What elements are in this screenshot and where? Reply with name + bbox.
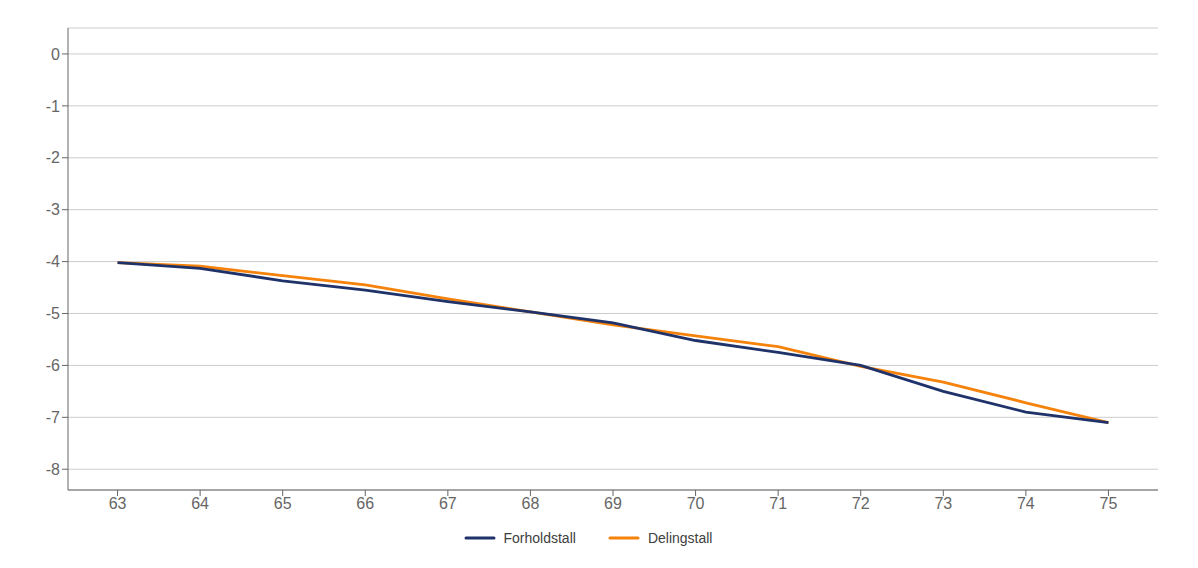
svg-text:73: 73 (934, 495, 952, 512)
svg-text:65: 65 (274, 495, 292, 512)
svg-text:74: 74 (1017, 495, 1035, 512)
svg-text:70: 70 (687, 495, 705, 512)
svg-text:68: 68 (522, 495, 540, 512)
svg-text:-2: -2 (46, 149, 60, 166)
svg-text:-1: -1 (46, 98, 60, 115)
svg-text:-6: -6 (46, 357, 60, 374)
svg-text:-5: -5 (46, 305, 60, 322)
svg-text:0: 0 (51, 46, 60, 63)
svg-text:-4: -4 (46, 253, 60, 270)
svg-text:-7: -7 (46, 409, 60, 426)
svg-text:64: 64 (191, 495, 209, 512)
svg-text:72: 72 (852, 495, 870, 512)
svg-text:69: 69 (604, 495, 622, 512)
svg-text:63: 63 (109, 495, 127, 512)
svg-text:71: 71 (769, 495, 787, 512)
svg-text:-8: -8 (46, 461, 60, 478)
svg-text:75: 75 (1100, 495, 1118, 512)
svg-text:-3: -3 (46, 201, 60, 218)
svg-text:66: 66 (356, 495, 374, 512)
svg-text:67: 67 (439, 495, 457, 512)
html-text:Delingstall: Delingstall (647, 530, 713, 546)
html-text:Forholdstall: Forholdstall (503, 530, 576, 546)
